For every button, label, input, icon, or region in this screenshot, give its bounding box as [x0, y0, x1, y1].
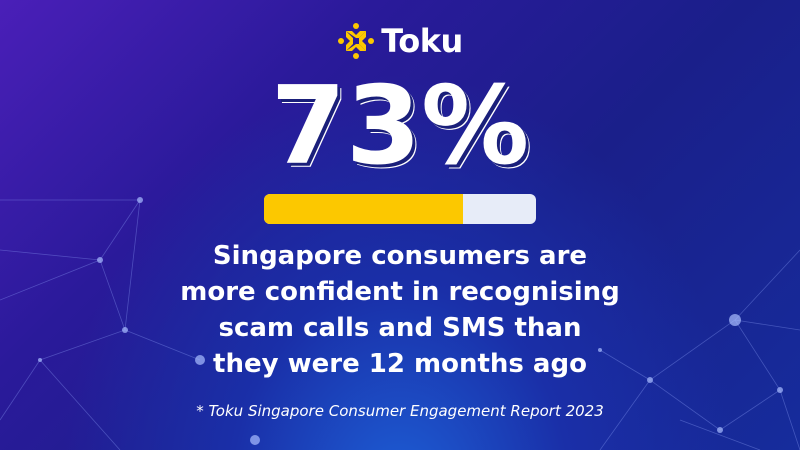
caption-line: more confident in recognising [180, 277, 620, 307]
toku-logo-icon [338, 23, 375, 59]
toku-logo: Toku [0, 22, 800, 60]
progress-bar-fill [264, 194, 463, 224]
caption-line: they were 12 months ago [213, 349, 587, 379]
progress-bar [264, 194, 536, 224]
stat-value: 73% [270, 64, 530, 189]
brand-name: Toku [381, 22, 463, 60]
stat-caption: Singapore consumers are more confident i… [0, 238, 800, 382]
source-note: * Toku Singapore Consumer Engagement Rep… [196, 402, 604, 420]
caption-line: Singapore consumers are [212, 241, 588, 271]
caption-line: scam calls and SMS than [218, 313, 582, 343]
